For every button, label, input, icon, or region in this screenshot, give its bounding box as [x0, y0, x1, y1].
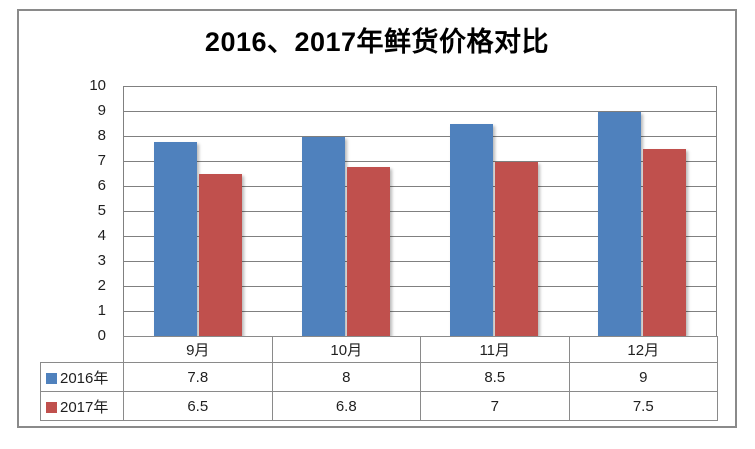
gridline-y-9: [124, 111, 716, 112]
data-table: 9月 10月 11月 12月 2016年 7.8 8 8.5 9 2017年 6.5 6.8 7 7.5: [40, 336, 718, 421]
bar-2017年-10月: [347, 166, 390, 336]
y-tick-label-5: 5: [97, 202, 106, 219]
table-row-2017年: 2017年 6.5 6.8 7 7.5: [40, 391, 718, 421]
y-tick-label-10: 10: [89, 77, 106, 94]
value-cell-2016年-12月: 9: [568, 362, 718, 392]
gridline-y-8: [124, 136, 716, 137]
y-tick-label-0: 0: [97, 327, 106, 344]
legend-label-2016年: 2016年: [40, 362, 124, 392]
category-slot-12月: [568, 87, 716, 336]
value-cell-2017年-11月: 7: [420, 391, 570, 421]
y-tick-label-7: 7: [97, 152, 106, 169]
y-tick-label-8: 8: [97, 127, 106, 144]
value-cell-2017年-10月: 6.8: [271, 391, 421, 421]
gridline-y-5: [124, 211, 716, 212]
y-tick-label-9: 9: [97, 102, 106, 119]
legend-swatch-2016年: [46, 372, 57, 384]
chart-title: 2016、2017年鲜货价格对比: [204, 27, 550, 57]
plot-area: [123, 86, 717, 336]
category-slot-10月: [272, 87, 420, 336]
bar-2017年-9月: [199, 174, 242, 336]
y-tick-label-3: 3: [97, 252, 106, 269]
table-row-2016年: 2016年 7.8 8 8.5 9: [40, 362, 718, 392]
bar-2016年-11月: [450, 124, 493, 336]
value-cell-2017年-12月: 7.5: [568, 391, 718, 421]
y-tick-label-4: 4: [97, 227, 106, 244]
y-tick-label-6: 6: [97, 177, 106, 194]
legend-swatch-2017年: [46, 401, 57, 413]
bar-2016年-10月: [302, 136, 345, 336]
bar-2017年-12月: [643, 149, 686, 336]
bar-slots: [124, 87, 716, 336]
table-row-categories: 9月 10月 11月 12月: [41, 336, 718, 363]
bar-2016年-12月: [598, 111, 641, 336]
gridline-y-6: [124, 186, 716, 187]
legend-label-2017年: 2017年: [40, 391, 124, 421]
value-cell-2016年-11月: 8.5: [420, 362, 570, 392]
gridline-y-2: [124, 286, 716, 287]
y-tick-label-2: 2: [97, 277, 106, 294]
value-cell-2016年-10月: 8: [271, 362, 421, 392]
gridline-y-3: [124, 261, 716, 262]
category-header-12月: 12月: [568, 336, 718, 363]
table-spacer-cell: [41, 337, 124, 363]
category-header-9月: 9月: [123, 336, 273, 363]
category-header-10月: 10月: [271, 336, 421, 363]
category-slot-9月: [124, 87, 272, 336]
gridline-y-4: [124, 236, 716, 237]
gridline-y-1: [124, 311, 716, 312]
bar-2017年-11月: [495, 161, 538, 336]
value-cell-2017年-9月: 6.5: [123, 391, 273, 421]
y-tick-label-1: 1: [97, 302, 106, 319]
category-header-11月: 11月: [420, 336, 570, 363]
bar-2016年-9月: [154, 141, 197, 336]
category-slot-11月: [420, 87, 568, 336]
value-cell-2016年-9月: 7.8: [123, 362, 273, 392]
gridline-y-7: [124, 161, 716, 162]
